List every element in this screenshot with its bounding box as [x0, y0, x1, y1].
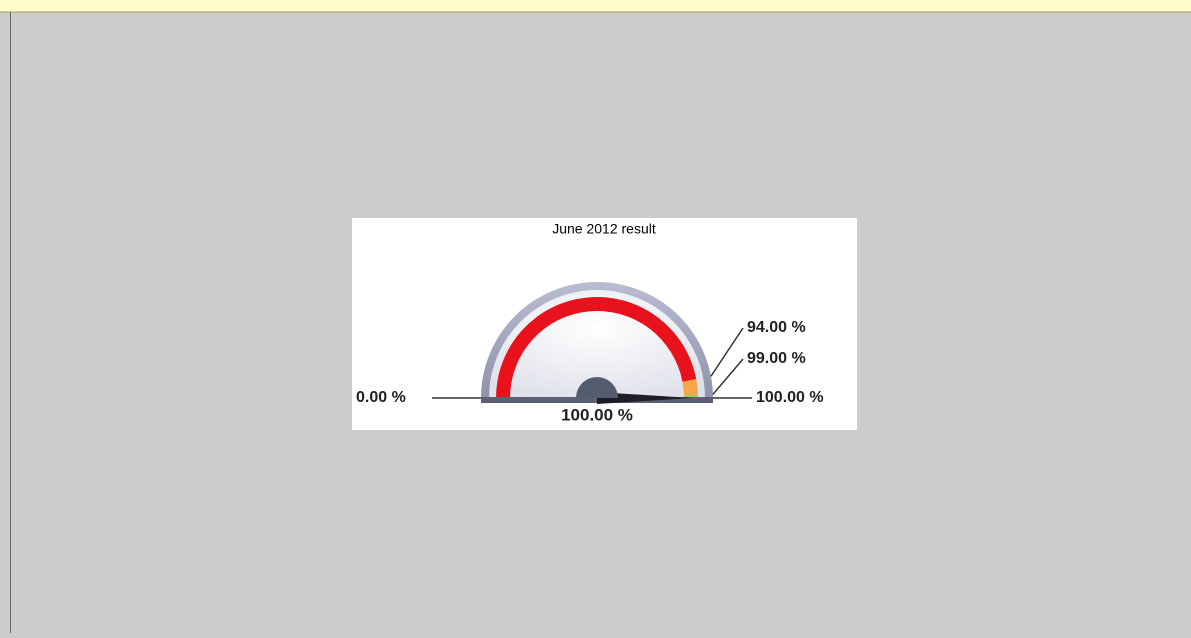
- tick-label: 100.00 %: [756, 389, 824, 406]
- tick-label: 94.00 %: [747, 319, 806, 336]
- gauge-band: [496, 297, 697, 398]
- tick-leader: [712, 358, 744, 395]
- value-label: 100.00 %: [561, 405, 633, 424]
- header-bar: [0, 0, 1191, 13]
- needle: [597, 392, 692, 404]
- tick-label: 99.00 %: [747, 350, 806, 367]
- tick-label: 0.00 %: [356, 389, 406, 406]
- needle-hub: [576, 377, 618, 398]
- gauge-band: [682, 379, 698, 396]
- gauge: 0.00 % 94.00 % 99.00 % 100.00 % 100.00 %: [356, 282, 824, 424]
- chart-title: June 2012 result: [552, 221, 656, 237]
- tick-leader: [710, 327, 744, 377]
